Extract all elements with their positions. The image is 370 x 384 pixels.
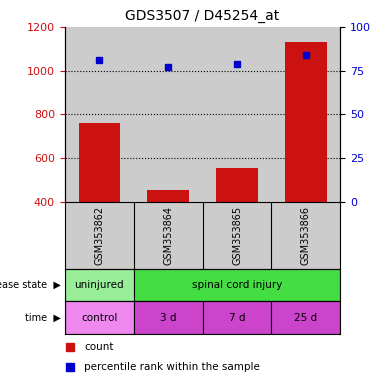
Bar [134,301,203,334]
Text: disease state  ▶: disease state ▶ [0,280,61,290]
Text: time  ▶: time ▶ [25,313,61,323]
Bar [78,122,120,202]
Bar [134,269,340,301]
Bar [65,269,134,301]
Text: spinal cord injury: spinal cord injury [192,280,282,290]
Text: 7 d: 7 d [229,313,245,323]
Text: GSM353866: GSM353866 [301,206,311,265]
Bar [216,168,258,202]
Text: GSM353865: GSM353865 [232,206,242,265]
Bar [272,301,340,334]
Bar [203,301,272,334]
Bar [65,301,134,334]
Text: 3 d: 3 d [160,313,176,323]
Text: control: control [81,313,117,323]
Text: 25 d: 25 d [295,313,317,323]
Title: GDS3507 / D45254_at: GDS3507 / D45254_at [125,9,280,23]
Text: count: count [84,342,114,352]
Text: percentile rank within the sample: percentile rank within the sample [84,362,260,372]
Bar [148,190,189,202]
Text: uninjured: uninjured [74,280,124,290]
Text: GSM353864: GSM353864 [163,206,173,265]
Bar [285,42,327,202]
Text: GSM353862: GSM353862 [94,206,104,265]
